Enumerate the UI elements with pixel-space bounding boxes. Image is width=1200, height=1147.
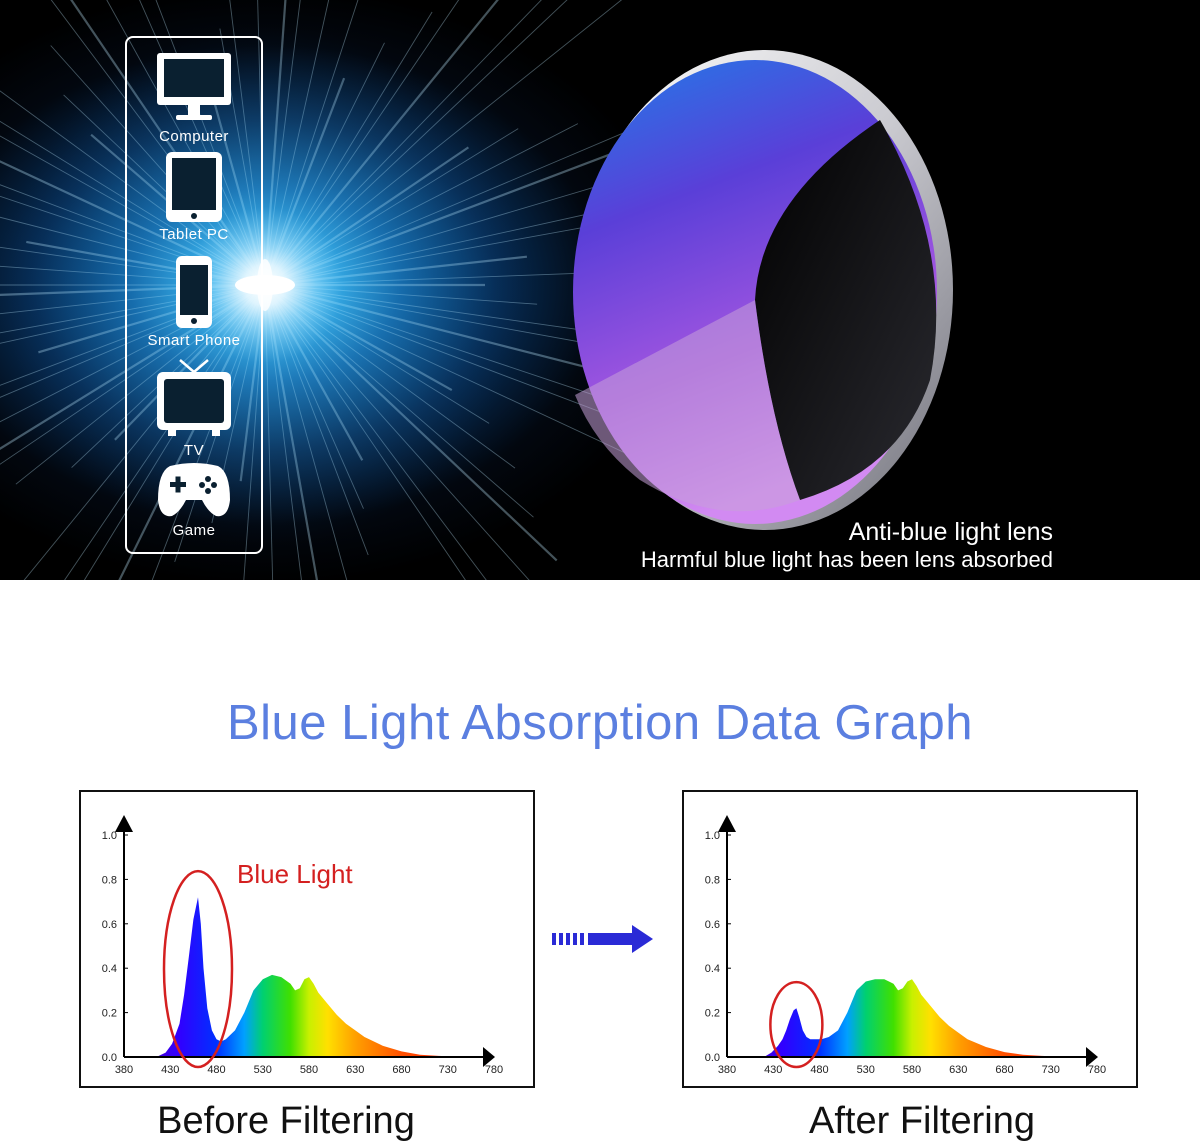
device-label: TV (127, 442, 261, 459)
x-tick-label: 680 (392, 1064, 410, 1076)
device-panel: Computer Tablet PC Smart Phone (125, 36, 263, 554)
arrow-right-icon (552, 924, 656, 954)
y-axis-arrow (718, 815, 736, 832)
x-tick-label: 780 (1088, 1064, 1106, 1076)
chart-after-svg: 0.0 0.2 0.4 0.6 0.8 1.0 380 430 480 530 580 630 680 7… (684, 792, 1136, 1086)
lens-subtitle: Harmful blue light has been lens absorbe… (641, 547, 1053, 573)
x-tick-label: 730 (439, 1064, 457, 1076)
spectrum-area (156, 897, 475, 1057)
x-tick-label: 480 (207, 1064, 225, 1076)
x-tick-label: 780 (485, 1064, 503, 1076)
y-tick-label: 0.8 (102, 874, 117, 886)
caption-before: Before Filtering (60, 1100, 512, 1143)
y-tick-label: 0.0 (705, 1052, 720, 1064)
phone-icon (174, 254, 214, 330)
device-computer: Computer (127, 50, 261, 145)
graph-title: Blue Light Absorption Data Graph (0, 695, 1200, 751)
y-tick-label: 0.8 (705, 874, 720, 886)
y-tick-label: 0.6 (102, 919, 117, 931)
device-label: Smart Phone (127, 332, 261, 349)
x-tick-label: 430 (764, 1064, 782, 1076)
x-tick-label: 380 (718, 1064, 736, 1076)
y-tick-label: 1.0 (705, 830, 720, 842)
device-label: Tablet PC (127, 226, 261, 243)
chart-before-svg: 0.0 0.2 0.4 0.6 0.8 1.0 380 430 480 530 580 630 680 7… (81, 792, 533, 1086)
device-label: Game (127, 522, 261, 539)
chart-before: 0.0 0.2 0.4 0.6 0.8 1.0 380 430 480 530 580 630 680 7… (79, 790, 535, 1088)
y-tick-label: 0.2 (705, 1008, 720, 1020)
chart-after: 0.0 0.2 0.4 0.6 0.8 1.0 380 430 480 530 580 630 680 7… (682, 790, 1138, 1088)
annotation-label: Blue Light (237, 859, 353, 889)
y-tick-label: 0.2 (102, 1008, 117, 1020)
x-tick-label: 680 (995, 1064, 1013, 1076)
caption-after: After Filtering (696, 1100, 1148, 1143)
x-tick-label: 430 (161, 1064, 179, 1076)
x-tick-label: 630 (949, 1064, 967, 1076)
x-tick-label: 580 (903, 1064, 921, 1076)
lens-title: Anti-blue light lens (849, 518, 1053, 547)
x-tick-label: 480 (810, 1064, 828, 1076)
y-axis-arrow (115, 815, 133, 832)
x-tick-label: 630 (346, 1064, 364, 1076)
hero-banner: Computer Tablet PC Smart Phone (0, 0, 1200, 580)
x-tick-label: 580 (300, 1064, 318, 1076)
y-tick-label: 1.0 (102, 830, 117, 842)
tablet-icon (164, 150, 224, 224)
y-tick-label: 0.0 (102, 1052, 117, 1064)
monitor-icon (154, 50, 234, 126)
gamepad-icon (156, 460, 232, 520)
tv-icon (154, 358, 234, 440)
device-tv: TV (127, 358, 261, 459)
x-tick-label: 380 (115, 1064, 133, 1076)
device-tablet: Tablet PC (127, 150, 261, 243)
device-game: Game (127, 460, 261, 539)
y-tick-label: 0.4 (102, 963, 117, 975)
y-tick-label: 0.6 (705, 919, 720, 931)
x-tick-label: 730 (1042, 1064, 1060, 1076)
x-tick-label: 530 (254, 1064, 272, 1076)
y-tick-label: 0.4 (705, 963, 720, 975)
device-label: Computer (127, 128, 261, 145)
device-phone: Smart Phone (127, 254, 261, 349)
x-tick-label: 530 (857, 1064, 875, 1076)
